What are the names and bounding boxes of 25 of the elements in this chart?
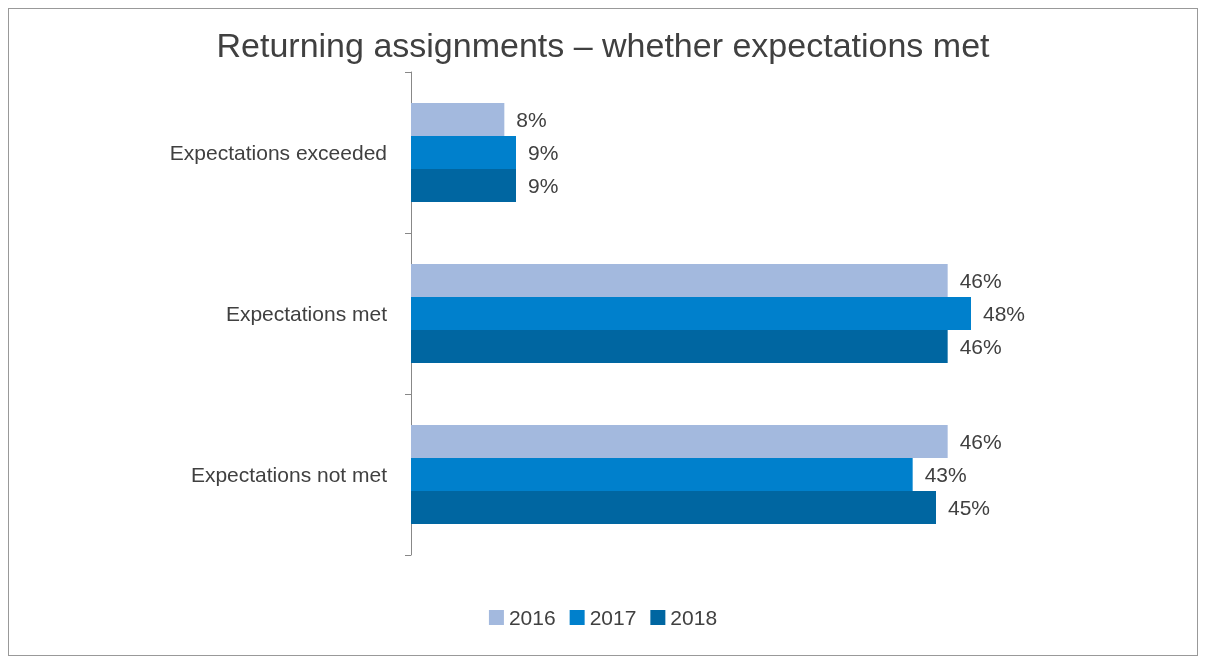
bar	[411, 330, 948, 363]
data-label: 9%	[528, 141, 559, 164]
bar	[411, 136, 516, 169]
data-label: 43%	[924, 463, 967, 486]
bar	[411, 169, 516, 202]
chart-title: Returning assignments – whether expectations met	[216, 26, 991, 64]
data-label: 8%	[516, 108, 547, 131]
y-tick-label: Expectations not met	[190, 463, 388, 486]
bar	[411, 425, 948, 458]
legend-label: 2017	[589, 606, 637, 629]
bar	[411, 264, 948, 297]
data-label: 45%	[948, 496, 991, 519]
y-tick-label: Expectations met	[225, 302, 388, 325]
data-label: 9%	[528, 174, 559, 197]
data-label: 46%	[959, 430, 1002, 453]
bar	[411, 458, 913, 491]
legend-label: 2016	[508, 606, 556, 629]
data-label: 46%	[959, 269, 1002, 292]
legend-label: 2018	[670, 606, 718, 629]
y-tick-label: Expectations exceeded	[169, 141, 387, 164]
data-label: 48%	[983, 302, 1026, 325]
bar	[411, 103, 505, 136]
bar	[411, 297, 971, 330]
data-label: 46%	[959, 335, 1002, 358]
bar	[411, 491, 936, 524]
